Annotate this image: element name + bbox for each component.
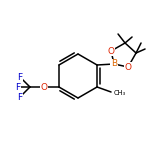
- Text: F: F: [15, 83, 21, 92]
- Text: CH₃: CH₃: [114, 90, 126, 96]
- Text: O: O: [108, 47, 115, 55]
- Text: F: F: [17, 93, 22, 102]
- Text: F: F: [17, 73, 22, 81]
- Text: O: O: [40, 83, 47, 92]
- Text: O: O: [124, 62, 131, 71]
- Text: B: B: [111, 59, 117, 69]
